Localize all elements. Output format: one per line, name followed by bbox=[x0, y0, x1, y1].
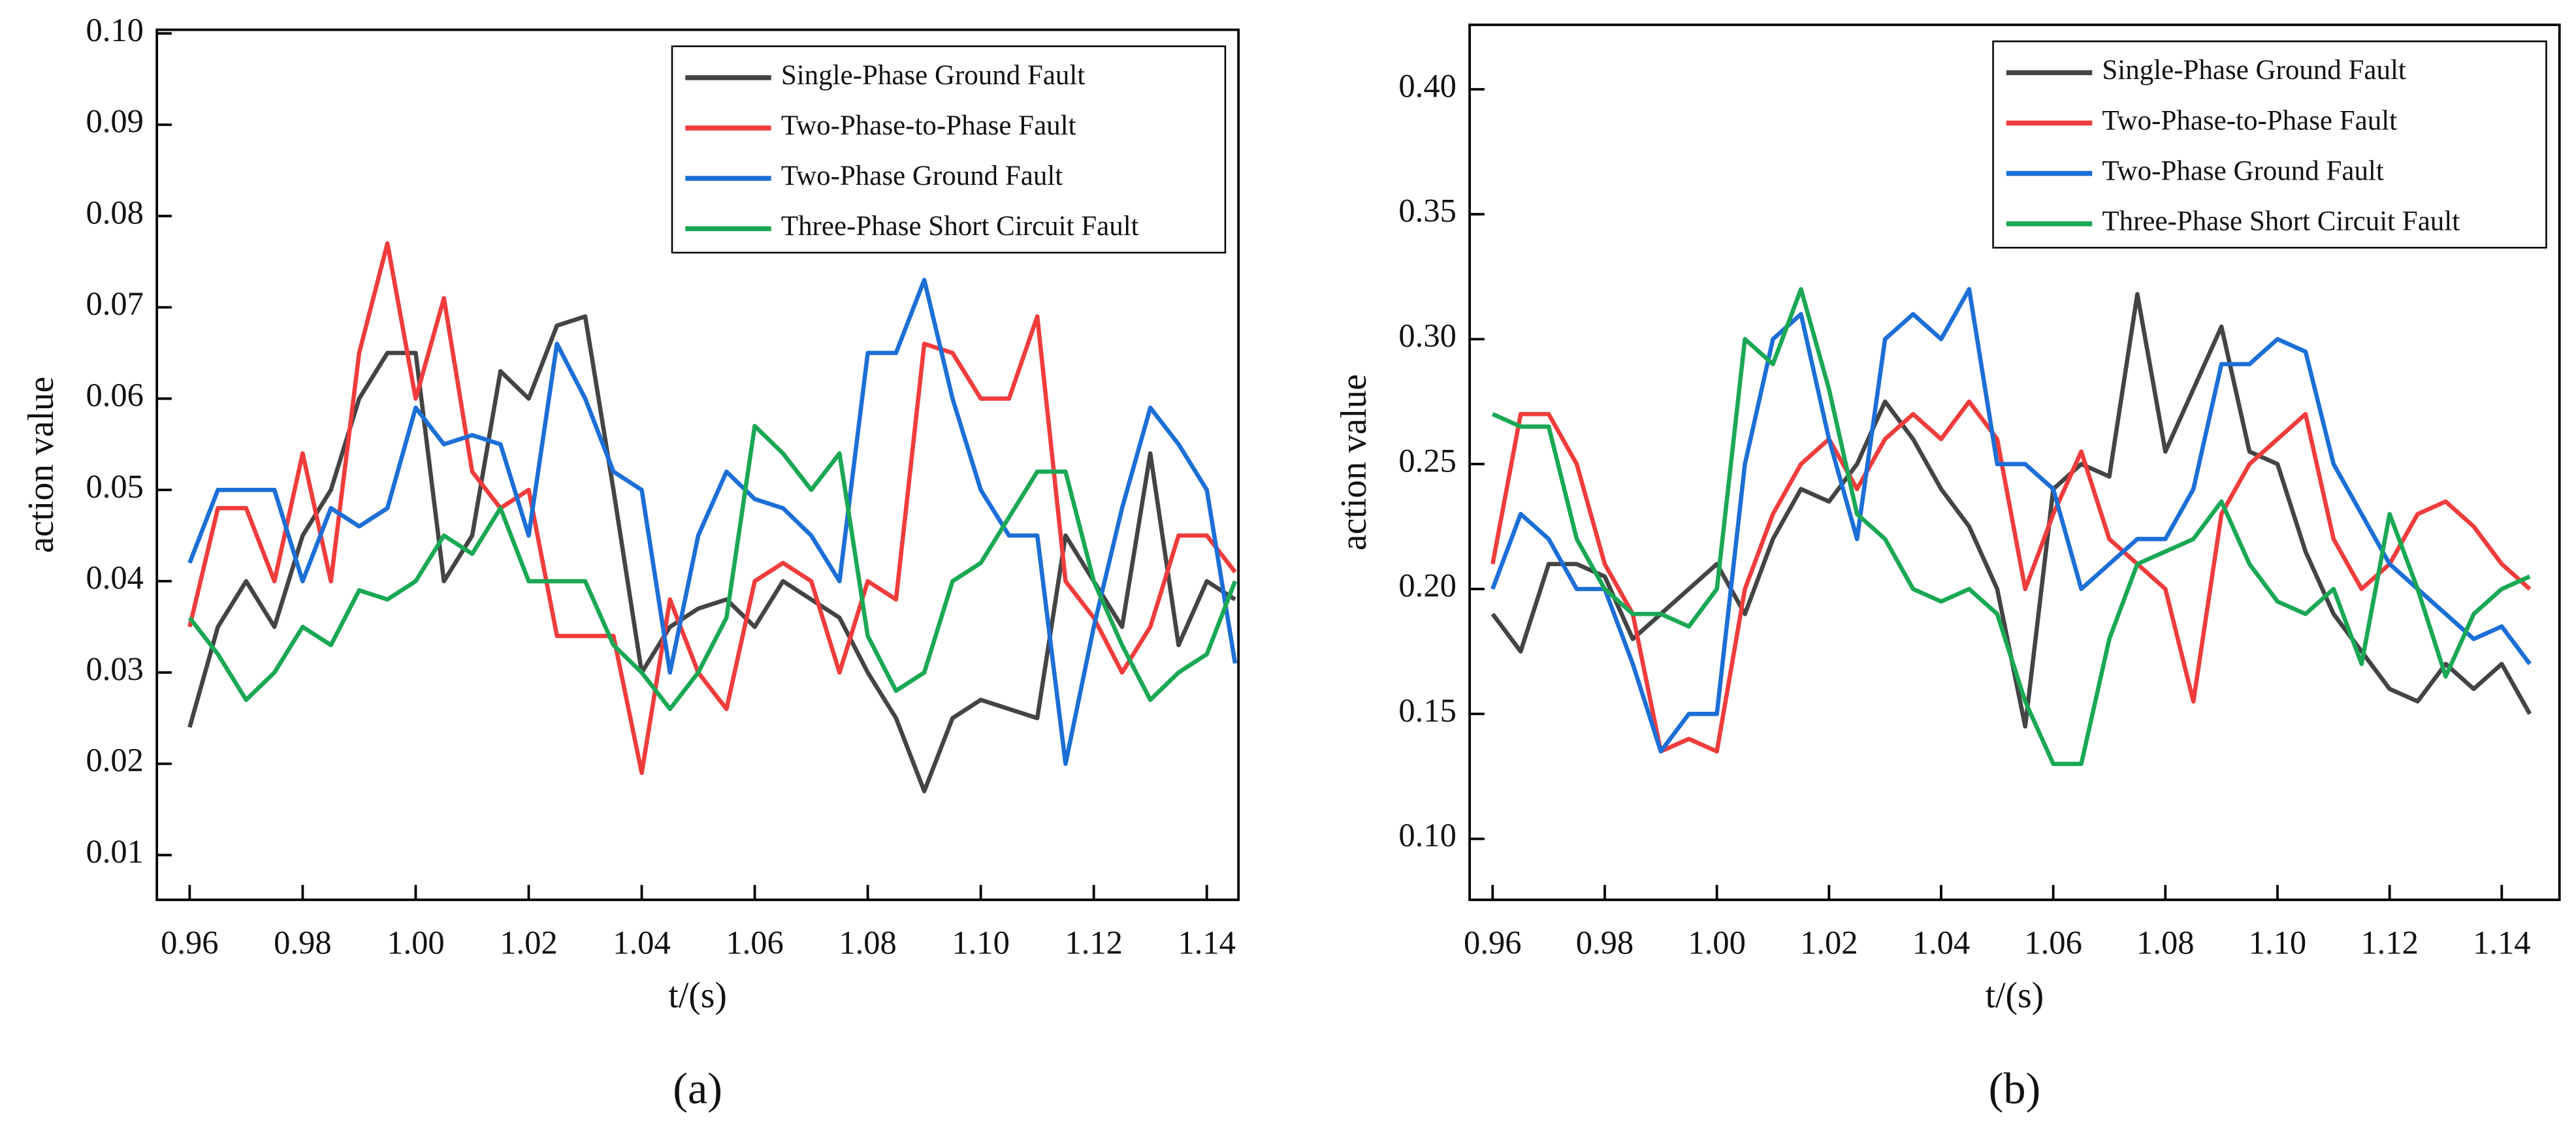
y-tick-label: 0.07 bbox=[86, 285, 143, 322]
series-line bbox=[187, 241, 1237, 775]
x-tick-label: 1.10 bbox=[952, 924, 1009, 961]
x-tick-label: 1.14 bbox=[1178, 924, 1235, 961]
plot: 0.96 0.98 1.00 1.02 1.04 1.06 1.08 1.10 1.12 1.14… bbox=[21, 12, 1240, 1113]
legend-label: Single-Phase Ground Fault bbox=[781, 60, 1086, 91]
legend-label: Two-Phase-to-Phase Fault bbox=[2102, 105, 2397, 136]
y-tick-label: 0.20 bbox=[1398, 567, 1456, 604]
x-tick-label: 1.04 bbox=[613, 924, 670, 961]
caption: (a) bbox=[673, 1063, 722, 1113]
x-tick-label: 1.12 bbox=[2360, 924, 2418, 961]
legend-box bbox=[1992, 40, 2547, 249]
x-tick-label: 1.08 bbox=[839, 924, 896, 961]
y-tick-label: 0.03 bbox=[86, 650, 143, 687]
x-tick-label: 0.98 bbox=[1576, 924, 1634, 961]
plot-frame bbox=[1468, 24, 2561, 901]
y-tick-label: 0.09 bbox=[86, 103, 143, 140]
y-axis-label: action value bbox=[1334, 374, 1374, 550]
x-tick-label: 1.00 bbox=[387, 924, 444, 961]
y-tick-label: 0.02 bbox=[86, 742, 143, 778]
series-line bbox=[1491, 287, 2531, 767]
x-tick-label: 1.10 bbox=[2249, 924, 2306, 961]
series-line bbox=[187, 278, 1238, 766]
legend-label: Two-Phase-to-Phase Fault bbox=[781, 110, 1076, 141]
legend-label: Three-Phase Short Circuit Fault bbox=[781, 211, 1139, 242]
y-tick-label: 0.25 bbox=[1398, 442, 1456, 479]
x-tick-label: 1.08 bbox=[2136, 924, 2194, 961]
legend-label: Two-Phase Ground Fault bbox=[781, 161, 1063, 191]
x-tick-label: 1.06 bbox=[726, 924, 783, 961]
series-line bbox=[1490, 399, 2532, 754]
plot: 0.96 0.98 1.00 1.02 1.04 1.06 1.08 1.10 1.12 1.14… bbox=[1334, 24, 2561, 1113]
legend-label: Two-Phase Ground Fault bbox=[2102, 155, 2383, 186]
legend-box bbox=[671, 45, 1227, 254]
y-tick-label: 0.05 bbox=[86, 468, 143, 505]
x-tick-label: 1.04 bbox=[1912, 924, 1970, 961]
y-tick-label: 0.04 bbox=[86, 560, 143, 596]
y-tick-label: 0.08 bbox=[86, 194, 143, 231]
caption: (b) bbox=[1989, 1063, 2041, 1113]
x-tick-label: 1.14 bbox=[2473, 924, 2530, 961]
plot-frame bbox=[155, 28, 1240, 901]
series-line bbox=[1490, 287, 2532, 754]
x-tick-label: 1.02 bbox=[500, 924, 557, 961]
x-tick-label: 0.96 bbox=[1464, 924, 1521, 961]
x-tick-label: 1.00 bbox=[1688, 924, 1745, 961]
y-tick-label: 0.01 bbox=[86, 833, 143, 870]
x-tick-label: 1.12 bbox=[1065, 924, 1122, 961]
y-tick-label: 0.10 bbox=[86, 12, 143, 48]
series-line bbox=[187, 424, 1238, 712]
y-axis-label: action value bbox=[21, 377, 61, 553]
x-tick-label: 1.02 bbox=[1800, 924, 1858, 961]
series-line bbox=[187, 314, 1236, 793]
x-tick-label: 0.98 bbox=[274, 924, 331, 961]
y-tick-label: 0.40 bbox=[1398, 67, 1456, 104]
y-tick-label: 0.10 bbox=[1398, 817, 1456, 853]
legend-label: Single-Phase Ground Fault bbox=[2102, 55, 2406, 86]
x-tick-label: 1.06 bbox=[2024, 924, 2082, 961]
y-tick-label: 0.35 bbox=[1398, 193, 1456, 229]
legend-label: Three-Phase Short Circuit Fault bbox=[2102, 206, 2460, 237]
x-axis-label: t/(s) bbox=[1986, 975, 2044, 1015]
x-axis-label: t/(s) bbox=[668, 975, 727, 1015]
y-tick-label: 0.15 bbox=[1398, 692, 1456, 729]
y-tick-label: 0.06 bbox=[86, 377, 143, 413]
y-tick-label: 0.30 bbox=[1398, 317, 1456, 354]
x-tick-label: 0.96 bbox=[161, 924, 218, 961]
